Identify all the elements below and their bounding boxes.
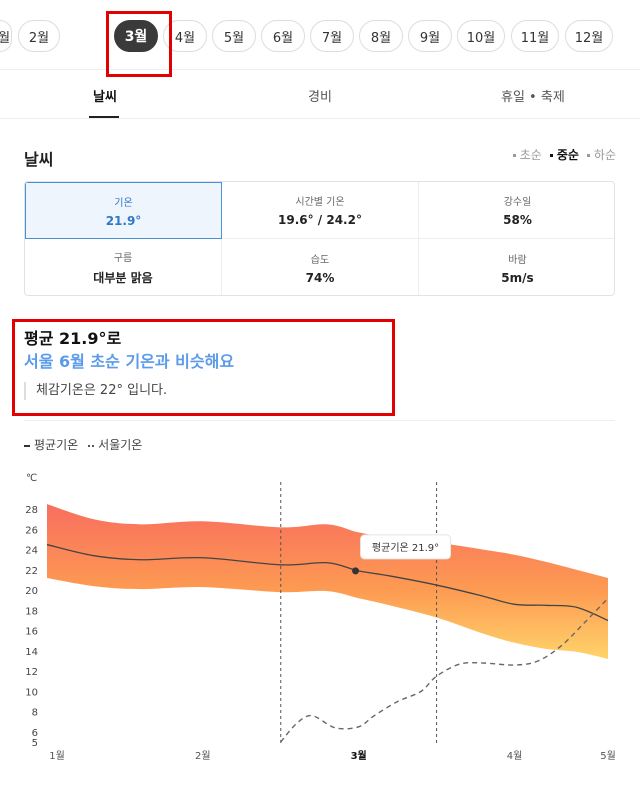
highlight-box-month [106, 11, 172, 77]
y-tick-label: 22 [25, 566, 38, 577]
stat-cloud[interactable]: 구름 대부분 맑음 [25, 239, 222, 295]
stat-label: 시간별 기온 [295, 197, 345, 208]
stat-label: 기온 [114, 197, 133, 209]
tab-weather[interactable]: 날씨 [93, 90, 117, 105]
y-tick-label: 16 [25, 627, 38, 638]
y-tick-label: 14 [25, 647, 38, 658]
tooltip-label: 평균기온 21.9° [372, 542, 439, 554]
temperature-chart: ℃ 56 8 10 12 14 16 18 20 22 24 26 28 평균기온 21.9° 1월 2월 3월… [25, 473, 616, 762]
x-tick-label: 4월 [507, 750, 523, 762]
month-tab-7[interactable]: 7월 [310, 20, 354, 52]
month-selector: 1월2월3월4월5월6월7월8월9월10월11월12월 [0, 0, 640, 70]
month-tab-5[interactable]: 5월 [212, 20, 256, 52]
month-tab-11[interactable]: 11월 [511, 20, 559, 52]
series-line-seoul [280, 597, 609, 743]
comparison-summary: 서울 6월 초순 기온과 비슷해요 [24, 352, 235, 371]
y-tick-label: 28 [25, 505, 38, 516]
month-tab-3[interactable]: 3월 [114, 20, 158, 52]
x-tick-label: 3월 [351, 750, 367, 762]
month-tab-6[interactable]: 6월 [261, 20, 305, 52]
month-tab-1[interactable]: 1월 [0, 20, 12, 52]
temperature-range-band [47, 504, 608, 659]
stat-label: 바람 [508, 254, 527, 266]
stat-label: 구름 [113, 253, 133, 264]
tooltip: 평균기온 21.9° [360, 534, 452, 560]
stat-value: 21.9° [105, 213, 142, 228]
y-axis-unit: ℃ [26, 473, 37, 484]
y-tick-label: 18 [25, 606, 38, 617]
y-tick-label: 6 [32, 728, 38, 739]
month-tab-9[interactable]: 9월 [408, 20, 452, 52]
stat-label: 습도 [310, 254, 330, 266]
period-early[interactable]: 초순 [512, 146, 542, 163]
average-temperature-summary: 평균 21.9°로 [24, 329, 122, 348]
y-tick-label: 12 [25, 667, 38, 678]
tab-bar: 날씨 경비 휴일 • 축제 [0, 70, 640, 119]
stat-value: 5m/s [501, 270, 534, 285]
month-tab-2[interactable]: 2월 [18, 20, 60, 52]
stat-temperature[interactable]: 기온 21.9° [25, 182, 222, 239]
period-mid[interactable]: 중순 [549, 146, 579, 163]
tooltip-box [360, 534, 452, 560]
stat-humidity[interactable]: 습도 74% [222, 239, 419, 295]
stat-wind[interactable]: 바람 5m/s [419, 239, 614, 295]
x-tick-label: 2월 [195, 750, 211, 762]
stat-value: 74% [305, 270, 335, 285]
active-tab-indicator [89, 116, 119, 118]
period-late[interactable]: 하순 [586, 146, 616, 163]
chart-legend: 평균기온 서울기온 [24, 436, 142, 453]
section-title: 날씨 [24, 150, 54, 169]
legend-seoul: 서울기온 [88, 436, 142, 453]
stat-label: 강수일 [503, 197, 532, 208]
month-tab-12[interactable]: 12월 [565, 20, 613, 52]
stat-value: 19.6° / 24.2° [278, 213, 362, 227]
stat-hourly-temperature[interactable]: 시간별 기온 19.6° / 24.2° [222, 182, 419, 239]
series-line-average [46, 543, 609, 622]
divider [24, 420, 615, 421]
feels-like-note: 체감기온은 22° 입니다. [24, 382, 167, 400]
legend-average: 평균기온 [24, 436, 78, 453]
x-tick-label: 1월 [49, 750, 65, 762]
x-tick-label: 5월 [600, 750, 616, 762]
y-tick-label: 5 [32, 738, 38, 749]
tooltip-point [352, 567, 360, 575]
tab-expense[interactable]: 경비 [308, 90, 332, 105]
stat-rain-days[interactable]: 강수일 58% [419, 182, 614, 239]
stat-value: 대부분 맑음 [93, 271, 153, 285]
period-selector: 초순 중순 하순 [512, 146, 616, 163]
month-tab-10[interactable]: 10월 [457, 20, 505, 52]
month-tab-8[interactable]: 8월 [359, 20, 403, 52]
weather-stats-grid: 기온 21.9° 시간별 기온 19.6° / 24.2° 강수일 58% 구름… [24, 181, 615, 296]
y-tick-label: 26 [25, 525, 38, 536]
stat-value: 58% [503, 213, 532, 227]
y-tick-label: 20 [25, 586, 38, 597]
y-tick-label: 24 [25, 546, 38, 557]
tab-holiday-festival[interactable]: 휴일 • 축제 [501, 90, 565, 105]
y-tick-label: 10 [25, 687, 38, 698]
highlight-box-summary [12, 319, 395, 416]
y-tick-label: 8 [32, 708, 38, 719]
